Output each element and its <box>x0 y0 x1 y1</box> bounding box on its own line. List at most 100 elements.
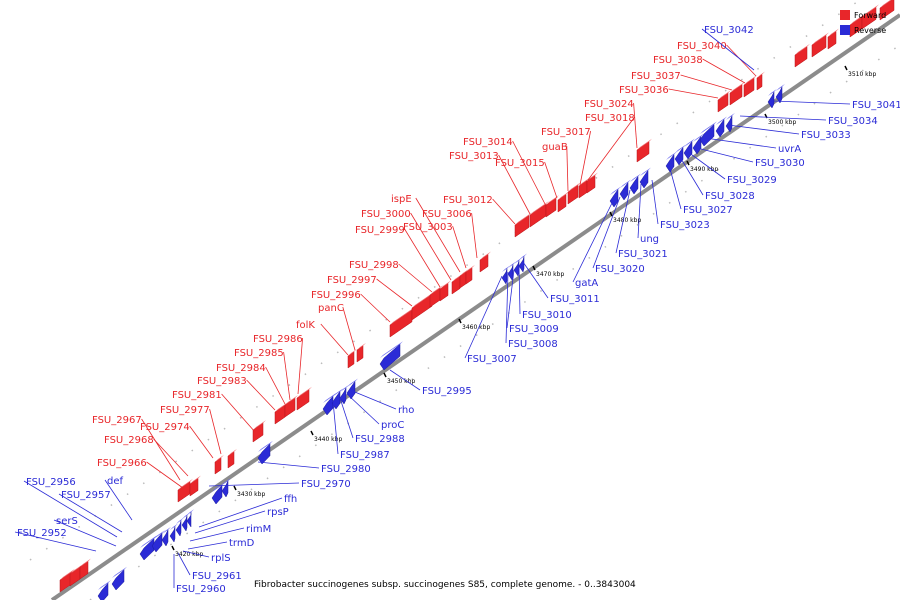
reverse-gene-arrow[interactable] <box>725 115 733 133</box>
reverse-gene-label[interactable]: ung <box>640 234 659 245</box>
reverse-gene-label[interactable]: rpsP <box>267 507 289 518</box>
forward-gene-label[interactable]: FSU_3013 <box>449 151 499 162</box>
forward-gene-label[interactable]: FSU_2999 <box>355 225 405 236</box>
forward-gene-label[interactable]: FSU_2985 <box>234 348 284 359</box>
reverse-gene-arrow[interactable] <box>683 140 693 160</box>
reverse-gene-label[interactable]: FSU_3020 <box>595 264 645 275</box>
reverse-gene-arrow[interactable] <box>699 123 715 147</box>
forward-gene-arrow[interactable] <box>465 267 473 285</box>
forward-gene-label[interactable]: FSU_3006 <box>422 209 472 220</box>
forward-gene-label[interactable]: FSU_2986 <box>253 334 303 345</box>
forward-gene-label[interactable]: FSU_3024 <box>584 99 634 110</box>
reverse-gene-arrow[interactable] <box>221 480 229 498</box>
reverse-gene-arrow[interactable] <box>767 91 775 109</box>
forward-gene-label[interactable]: panC <box>318 303 344 314</box>
reverse-gene-arrow[interactable] <box>715 118 725 138</box>
reverse-gene-arrow[interactable] <box>692 135 702 155</box>
reverse-gene-arrow[interactable] <box>151 532 163 553</box>
reverse-gene-arrow[interactable] <box>609 188 619 208</box>
reverse-gene-label[interactable]: FSU_3027 <box>683 205 733 216</box>
reverse-gene-label[interactable]: FSU_3010 <box>522 310 572 321</box>
reverse-gene-label[interactable]: FSU_2987 <box>340 450 390 461</box>
forward-gene-arrow[interactable] <box>811 34 827 58</box>
forward-gene-arrow[interactable] <box>356 345 364 363</box>
reverse-gene-label[interactable]: gatA <box>575 278 598 289</box>
forward-gene-label[interactable]: FSU_3003 <box>403 222 453 233</box>
forward-gene-arrow[interactable] <box>296 389 310 411</box>
reverse-gene-label[interactable]: FSU_3034 <box>828 116 878 127</box>
forward-gene-label[interactable]: FSU_3017 <box>541 127 591 138</box>
reverse-gene-label[interactable]: FSU_2988 <box>355 434 405 445</box>
forward-gene-arrow[interactable] <box>214 457 222 475</box>
forward-gene-label[interactable]: FSU_2967 <box>92 415 142 426</box>
reverse-gene-label[interactable]: FSU_2970 <box>301 479 351 490</box>
forward-gene-label[interactable]: FSU_2984 <box>216 363 266 374</box>
reverse-gene-label[interactable]: rho <box>398 405 414 416</box>
forward-gene-arrow[interactable] <box>729 84 743 106</box>
reverse-gene-arrow[interactable] <box>169 526 176 543</box>
reverse-gene-arrow[interactable] <box>181 515 188 532</box>
forward-gene-arrow[interactable] <box>459 271 467 289</box>
forward-gene-label[interactable]: FSU_3037 <box>631 71 681 82</box>
reverse-gene-label[interactable]: FSU_3042 <box>704 25 754 36</box>
reverse-gene-label[interactable]: serS <box>56 516 78 527</box>
reverse-gene-label[interactable]: FSU_2957 <box>61 490 111 501</box>
reverse-gene-arrow[interactable] <box>379 343 401 371</box>
forward-gene-arrow[interactable] <box>717 92 729 113</box>
reverse-gene-label[interactable]: FSU_3028 <box>705 191 755 202</box>
forward-gene-arrow[interactable] <box>411 293 433 321</box>
reverse-gene-label[interactable]: def <box>107 476 124 487</box>
reverse-gene-arrow[interactable] <box>331 390 341 410</box>
reverse-gene-label[interactable]: FSU_3041 <box>852 100 900 111</box>
reverse-gene-label[interactable]: FSU_3008 <box>508 339 558 350</box>
reverse-gene-label[interactable]: uvrA <box>778 144 801 155</box>
reverse-gene-arrow[interactable] <box>139 537 155 561</box>
reverse-gene-arrow[interactable] <box>775 86 783 104</box>
forward-gene-label[interactable]: FSU_3036 <box>619 85 669 96</box>
reverse-gene-label[interactable]: FSU_3029 <box>727 175 777 186</box>
reverse-gene-arrow[interactable] <box>161 529 169 547</box>
forward-gene-label[interactable]: FSU_2974 <box>140 422 190 433</box>
reverse-gene-label[interactable]: FSU_2952 <box>17 528 67 539</box>
reverse-gene-arrow[interactable] <box>665 153 675 173</box>
forward-gene-arrow[interactable] <box>389 309 413 338</box>
reverse-gene-arrow[interactable] <box>639 169 649 189</box>
forward-gene-arrow[interactable] <box>347 351 355 369</box>
reverse-gene-label[interactable]: FSU_2961 <box>192 571 242 582</box>
reverse-gene-label[interactable]: FSU_3007 <box>467 354 517 365</box>
reverse-gene-label[interactable]: rplS <box>211 553 231 564</box>
reverse-gene-arrow[interactable] <box>339 387 347 405</box>
forward-gene-arrow[interactable] <box>177 481 191 503</box>
reverse-gene-arrow[interactable] <box>111 569 125 591</box>
reverse-gene-label[interactable]: FSU_2980 <box>321 464 371 475</box>
reverse-gene-arrow[interactable] <box>629 175 639 195</box>
reverse-gene-arrow[interactable] <box>507 264 514 281</box>
reverse-gene-arrow[interactable] <box>175 520 182 537</box>
forward-gene-label[interactable]: FSU_3012 <box>443 195 493 206</box>
forward-gene-arrow[interactable] <box>636 141 650 163</box>
forward-gene-label[interactable]: FSU_2981 <box>172 390 222 401</box>
forward-gene-label[interactable]: FSU_3038 <box>653 55 703 66</box>
reverse-gene-label[interactable]: trmD <box>229 538 255 549</box>
forward-gene-arrow[interactable] <box>794 46 808 68</box>
forward-gene-label[interactable]: FSU_3014 <box>463 137 513 148</box>
reverse-gene-label[interactable]: FSU_3023 <box>660 220 710 231</box>
forward-gene-label[interactable]: FSU_2996 <box>311 290 361 301</box>
forward-gene-label[interactable]: FSU_3000 <box>361 209 411 220</box>
forward-gene-label[interactable]: FSU_2997 <box>327 275 377 286</box>
forward-gene-arrow[interactable] <box>227 451 235 469</box>
forward-gene-arrow[interactable] <box>79 561 89 580</box>
reverse-gene-arrow[interactable] <box>257 443 271 465</box>
reverse-gene-arrow[interactable] <box>518 256 525 273</box>
reverse-gene-arrow[interactable] <box>186 512 192 528</box>
reverse-gene-label[interactable]: FSU_3030 <box>755 158 805 169</box>
forward-gene-label[interactable]: FSU_3015 <box>495 158 545 169</box>
reverse-gene-label[interactable]: rimM <box>246 524 271 535</box>
forward-gene-arrow[interactable] <box>756 74 763 91</box>
forward-gene-arrow[interactable] <box>743 77 755 98</box>
forward-gene-arrow[interactable] <box>529 203 547 228</box>
forward-gene-label[interactable]: folK <box>296 320 315 331</box>
reverse-gene-label[interactable]: proC <box>381 420 404 431</box>
forward-gene-label[interactable]: FSU_3018 <box>585 113 635 124</box>
forward-gene-label[interactable]: FSU_2968 <box>104 435 154 446</box>
